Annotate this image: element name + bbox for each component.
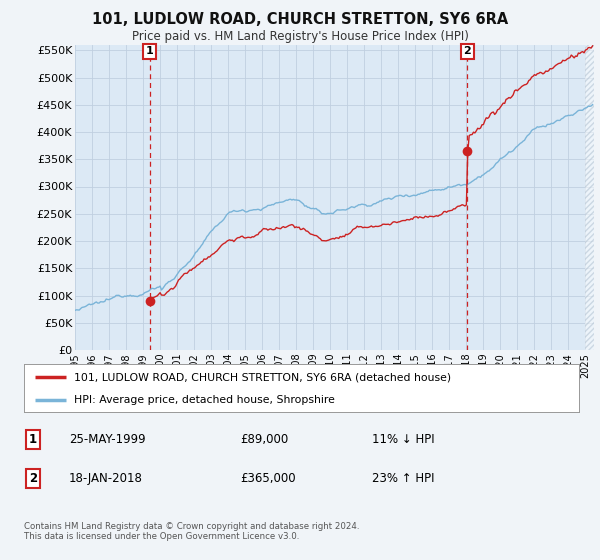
Text: 101, LUDLOW ROAD, CHURCH STRETTON, SY6 6RA (detached house): 101, LUDLOW ROAD, CHURCH STRETTON, SY6 6… <box>74 372 451 382</box>
Text: HPI: Average price, detached house, Shropshire: HPI: Average price, detached house, Shro… <box>74 395 335 405</box>
Text: 18-JAN-2018: 18-JAN-2018 <box>69 472 143 486</box>
Text: Price paid vs. HM Land Registry's House Price Index (HPI): Price paid vs. HM Land Registry's House … <box>131 30 469 43</box>
Bar <box>586 45 600 350</box>
Text: 2: 2 <box>29 472 37 486</box>
Text: 23% ↑ HPI: 23% ↑ HPI <box>372 472 434 486</box>
Text: 11% ↓ HPI: 11% ↓ HPI <box>372 433 434 446</box>
Text: Contains HM Land Registry data © Crown copyright and database right 2024.
This d: Contains HM Land Registry data © Crown c… <box>24 522 359 542</box>
Text: 101, LUDLOW ROAD, CHURCH STRETTON, SY6 6RA: 101, LUDLOW ROAD, CHURCH STRETTON, SY6 6… <box>92 12 508 27</box>
Text: £365,000: £365,000 <box>240 472 296 486</box>
Text: 1: 1 <box>29 433 37 446</box>
Text: 1: 1 <box>146 46 154 57</box>
Text: £89,000: £89,000 <box>240 433 288 446</box>
Text: 2: 2 <box>463 46 471 57</box>
Text: 25-MAY-1999: 25-MAY-1999 <box>69 433 146 446</box>
